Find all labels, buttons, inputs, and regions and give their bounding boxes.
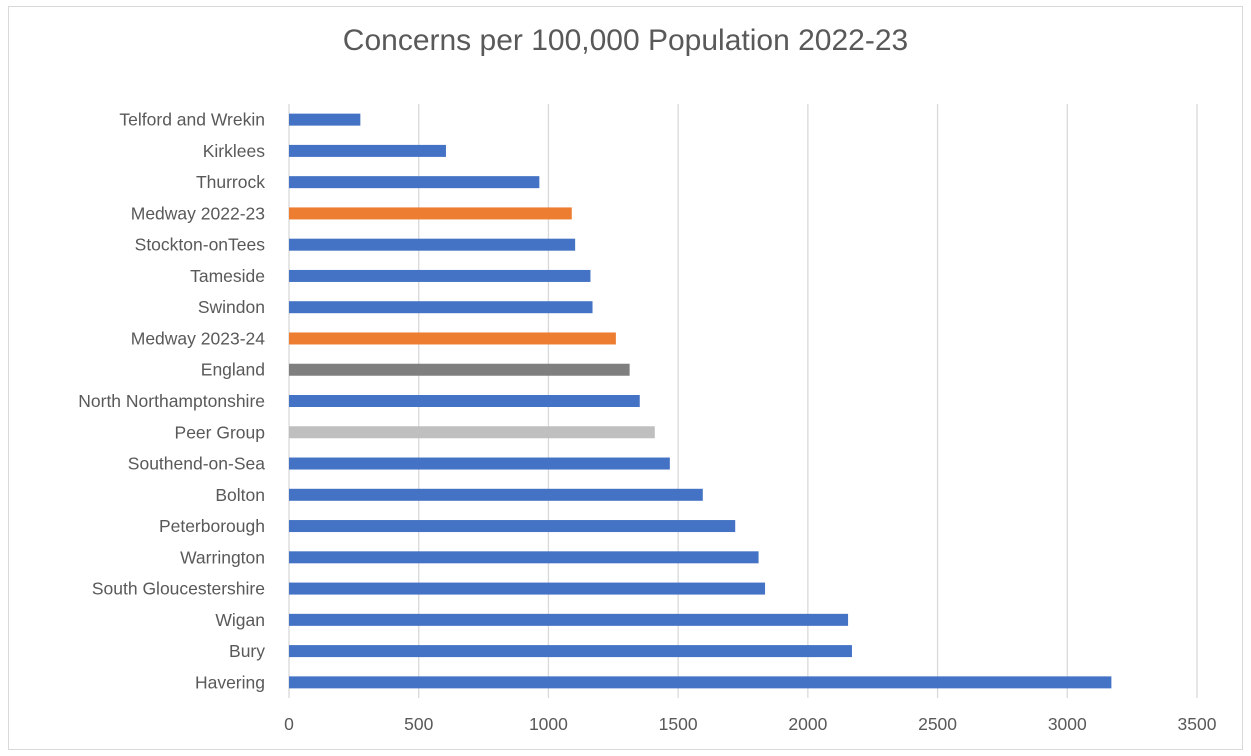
category-label: Medway 2023-24 <box>131 328 266 348</box>
bar <box>289 426 655 439</box>
category-label: Telford and Wrekin <box>119 110 265 130</box>
bar <box>289 582 766 595</box>
x-tick-label: 3000 <box>1048 714 1087 734</box>
category-label: Medway 2022-23 <box>131 203 265 223</box>
category-label: Stockton-onTees <box>135 235 266 255</box>
category-label: Wigan <box>215 610 265 630</box>
category-label: Peer Group <box>175 422 265 442</box>
category-label: Warrington <box>180 547 265 567</box>
category-label: Bolton <box>215 485 265 505</box>
category-label: Kirklees <box>203 141 265 161</box>
bar <box>289 551 759 564</box>
category-label: Swindon <box>198 297 265 317</box>
bar <box>289 363 630 376</box>
category-label: England <box>201 360 265 380</box>
category-labels: Havering Bury Wigan South Gloucestershire Wa… <box>78 110 265 693</box>
x-tick-label: 500 <box>404 714 433 734</box>
x-tick-label: 1000 <box>529 714 568 734</box>
x-tick-label: 0 <box>284 714 294 734</box>
category-label: Peterborough <box>159 516 265 536</box>
category-label: Tameside <box>190 266 265 286</box>
chart-area <box>8 6 1243 750</box>
x-tick-label: 1500 <box>659 714 698 734</box>
bar <box>289 676 1112 689</box>
bar <box>289 645 852 658</box>
bars <box>289 113 1112 689</box>
bar <box>289 613 849 626</box>
category-label: Southend-on-Sea <box>128 454 265 474</box>
x-tick-label: 2500 <box>918 714 957 734</box>
bar <box>289 176 540 189</box>
bar <box>289 238 576 251</box>
x-tick-label: 2000 <box>788 714 827 734</box>
category-label: Bury <box>229 641 265 661</box>
bar <box>289 520 736 533</box>
bar <box>289 395 640 407</box>
chart-title: Concerns per 100,000 Population 2022-23 <box>342 24 909 57</box>
x-axis-tick-labels: 0 500 1000 1500 2000 2500 3000 3500 <box>284 714 1217 734</box>
bar <box>289 113 361 126</box>
x-tick-label: 3500 <box>1178 714 1217 734</box>
category-label: Havering <box>195 672 265 692</box>
bar <box>289 488 703 501</box>
category-label: South Gloucestershire <box>92 579 265 599</box>
bar <box>289 457 670 470</box>
bar <box>289 301 593 314</box>
bar <box>289 144 446 157</box>
category-label: Thurrock <box>196 172 265 192</box>
bar <box>289 332 616 345</box>
bar <box>289 207 572 220</box>
bar <box>289 269 591 282</box>
category-label: North Northamptonshire <box>78 391 265 411</box>
